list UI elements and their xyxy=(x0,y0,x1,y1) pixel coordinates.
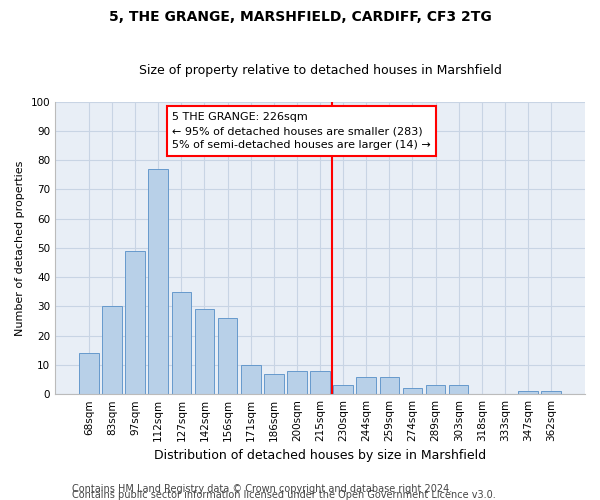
Bar xyxy=(310,371,330,394)
Text: 5, THE GRANGE, MARSHFIELD, CARDIFF, CF3 2TG: 5, THE GRANGE, MARSHFIELD, CARDIFF, CF3 … xyxy=(109,10,491,24)
Y-axis label: Number of detached properties: Number of detached properties xyxy=(15,160,25,336)
Bar xyxy=(241,365,260,394)
Bar xyxy=(218,318,238,394)
Bar xyxy=(125,251,145,394)
Bar xyxy=(287,371,307,394)
Bar xyxy=(380,376,399,394)
Bar xyxy=(194,310,214,394)
X-axis label: Distribution of detached houses by size in Marshfield: Distribution of detached houses by size … xyxy=(154,450,486,462)
Bar xyxy=(403,388,422,394)
Bar xyxy=(148,169,168,394)
Bar xyxy=(356,376,376,394)
Bar xyxy=(449,386,469,394)
Bar xyxy=(518,392,538,394)
Text: Contains HM Land Registry data © Crown copyright and database right 2024.: Contains HM Land Registry data © Crown c… xyxy=(72,484,452,494)
Title: Size of property relative to detached houses in Marshfield: Size of property relative to detached ho… xyxy=(139,64,502,77)
Bar xyxy=(334,386,353,394)
Bar xyxy=(172,292,191,394)
Bar xyxy=(79,353,99,394)
Text: Contains public sector information licensed under the Open Government Licence v3: Contains public sector information licen… xyxy=(72,490,496,500)
Bar xyxy=(264,374,284,394)
Bar xyxy=(102,306,122,394)
Bar xyxy=(426,386,445,394)
Bar xyxy=(541,392,561,394)
Text: 5 THE GRANGE: 226sqm
← 95% of detached houses are smaller (283)
5% of semi-detac: 5 THE GRANGE: 226sqm ← 95% of detached h… xyxy=(172,112,431,150)
